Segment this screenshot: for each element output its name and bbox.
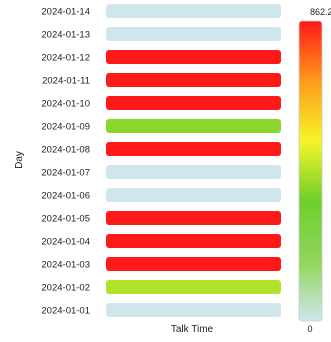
colorbar — [298, 20, 323, 322]
heatmap-cell — [106, 165, 281, 179]
heatmap-cell — [106, 4, 281, 18]
y-tick-label: 2024-01-01 — [41, 306, 90, 317]
y-tick-label: 2024-01-11 — [42, 76, 90, 87]
y-tick-label: 2024-01-13 — [41, 30, 90, 41]
y-tick-label: 2024-01-14 — [41, 7, 90, 18]
heatmap-cell — [106, 280, 281, 294]
y-tick-label: 2024-01-04 — [41, 237, 90, 248]
heatmap-cell — [106, 96, 281, 110]
heatmap-cell — [106, 257, 281, 271]
heatmap-cell — [106, 188, 281, 202]
colorbar-max-label: 862.286 — [310, 7, 331, 17]
y-tick-label: 2024-01-09 — [41, 122, 90, 133]
y-tick-label: 2024-01-12 — [41, 53, 90, 64]
y-tick-label: 2024-01-08 — [41, 145, 90, 156]
heatmap-cell — [106, 73, 281, 87]
y-tick-label: 2024-01-03 — [41, 260, 90, 271]
x-axis-title: Talk Time — [171, 324, 214, 335]
heatmap-cell — [106, 50, 281, 64]
heatmap-rows: 2024-01-14 2024-01-13 2024-01-12 2024-01-11… — [41, 4, 281, 317]
y-tick-label: 2024-01-06 — [41, 191, 90, 202]
heatmap-cell — [106, 142, 281, 156]
y-tick-label: 2024-01-05 — [41, 214, 90, 225]
heatmap-cell — [106, 211, 281, 225]
y-tick-label: 2024-01-07 — [41, 168, 90, 179]
y-tick-label: 2024-01-02 — [41, 283, 90, 294]
y-axis-title: Day — [14, 151, 25, 169]
heatmap-cell — [106, 303, 281, 317]
y-tick-label: 2024-01-10 — [41, 99, 90, 110]
heatmap-cell — [106, 119, 281, 133]
heatmap-cell — [106, 27, 281, 41]
colorbar-min-label: 0 — [307, 324, 312, 334]
heatmap-cell — [106, 234, 281, 248]
